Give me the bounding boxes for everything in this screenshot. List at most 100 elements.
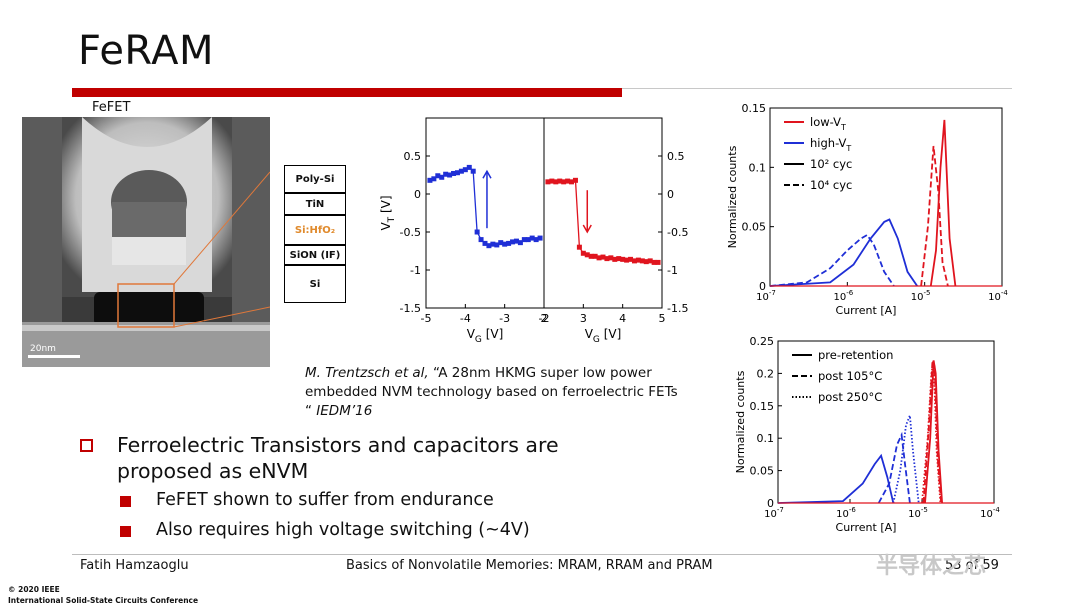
bullet-main: Ferroelectric Transistors and capacitors… [117,433,559,483]
series-line [877,431,911,504]
data-point [592,253,598,259]
data-point [655,259,661,265]
plot-frame [543,117,663,309]
bullet-square-filled-2 [120,526,131,537]
y-tick-label: 0.5 [404,150,422,163]
data-point [545,179,551,185]
data-point [549,178,555,184]
bullet-square-filled-1 [120,496,131,507]
y-tick-label: 0 [759,280,766,293]
data-point [510,239,516,245]
x-tick-label: 3 [580,312,587,325]
data-point [569,179,575,185]
y-tick-label: 0.25 [750,335,775,348]
endurance-plot-group: 0 0.05 0.1 0.15 10-7 10-6 10-5 10-4 Current [A] N… [726,102,1008,317]
watermark-text: 半导体之芯 [876,554,987,579]
x-axis-label: VG [V] [585,327,622,345]
legend-label: 10⁴ cyc [810,178,852,192]
bullet-sub-2: Also requires high voltage switching (~4… [156,520,530,540]
x-axis-label: VG [V] [467,327,504,345]
copyright-line-1: © 2020 IEEE [8,585,60,594]
legend-label: pre-retention [818,348,893,362]
legend-label: low-VT [810,115,846,132]
y-tick-label: -0.5 [667,226,688,239]
x-tick-label: 4 [619,312,626,325]
stack-layer-hfo2: Si:HfO₂ [284,215,346,245]
data-point [639,258,645,264]
data-point [490,241,496,247]
y-tick-label: 0.05 [750,465,775,478]
footer-divider [72,554,1012,555]
bullet-sub-1: FeFET shown to suffer from endurance [156,490,494,510]
y-axis-label: VT [V] [379,195,397,230]
data-point [561,179,567,185]
data-point [624,257,630,263]
data-point [506,240,512,246]
y-axis-label: Normalized counts [726,145,739,248]
x-tick-label: 10-5 [911,289,931,303]
data-point [521,237,527,243]
switch-arrow-head [482,169,492,179]
series-line [921,360,942,504]
data-point [470,168,476,174]
tem-scale-label: 20nm [30,344,56,354]
legend-label: high-VT [810,136,851,153]
y-tick-label: 0.1 [757,432,775,445]
data-point [537,235,543,241]
vt-vg-charts: -5 -4 -3 -2 0.5 0 -0.5 -1 -1.5 VG [V] VT [V] 2 3 4 5 0.… [379,117,688,345]
x-tick-label: 10-4 [980,506,1000,520]
title-underline-red [72,88,622,97]
data-point [454,170,460,176]
series-line [892,415,920,504]
x-tick-label: 10-6 [833,289,853,303]
series-line [547,179,659,264]
data-point [604,256,610,262]
data-point [616,256,622,262]
x-tick-label: -3 [499,312,510,325]
data-point [600,254,606,260]
reference-venue: IEDM’16 [316,403,373,419]
data-point [482,240,488,246]
data-point [631,258,637,264]
plot-frame [425,117,545,309]
y-tick-label: 0.15 [742,102,767,115]
y-tick-label: 0.05 [742,221,767,234]
bullet-square-outline [80,439,93,452]
y-tick-label: 0.1 [749,161,767,174]
plot-frame [777,340,995,504]
data-point [525,237,531,243]
x-axis-label: Current [A] [836,304,897,317]
data-point [529,235,535,241]
x-axis-label: Current [A] [836,521,897,534]
series-line [922,360,943,504]
reference-citation: M. Trentzsch et al, “A 28nm HKMG super l… [305,364,685,421]
x-tick-label: 5 [659,312,666,325]
data-point [576,244,582,250]
data-point [651,259,657,265]
copyright-line-2: International Solid-State Circuits Confe… [8,596,199,605]
series-line [769,233,895,287]
data-point [608,255,614,261]
footer-page: 53 of 59 [945,558,999,573]
data-point [580,250,586,256]
footer-course: Basics of Nonvolatile Memories: MRAM, RR… [346,558,713,573]
x-tick-label: 10-6 [836,506,856,520]
series-line [920,145,949,287]
data-point [443,171,449,177]
fefet-label: FeFET [92,100,131,115]
data-point [462,167,468,173]
data-point [447,172,453,178]
data-point [466,164,472,170]
switch-arrow-head [582,224,592,234]
series-line [777,453,895,504]
y-tick-label: 0 [414,188,421,201]
series-line [429,166,541,247]
stack-layer-sion: SiON (IF) [284,245,346,265]
series-line [769,218,918,287]
data-point [612,256,618,262]
footer-author: Fatih Hamzaoglu [80,558,189,573]
data-point [628,256,634,262]
y-tick-label: 0.2 [757,367,775,380]
data-point [474,229,480,235]
data-point [572,177,578,183]
